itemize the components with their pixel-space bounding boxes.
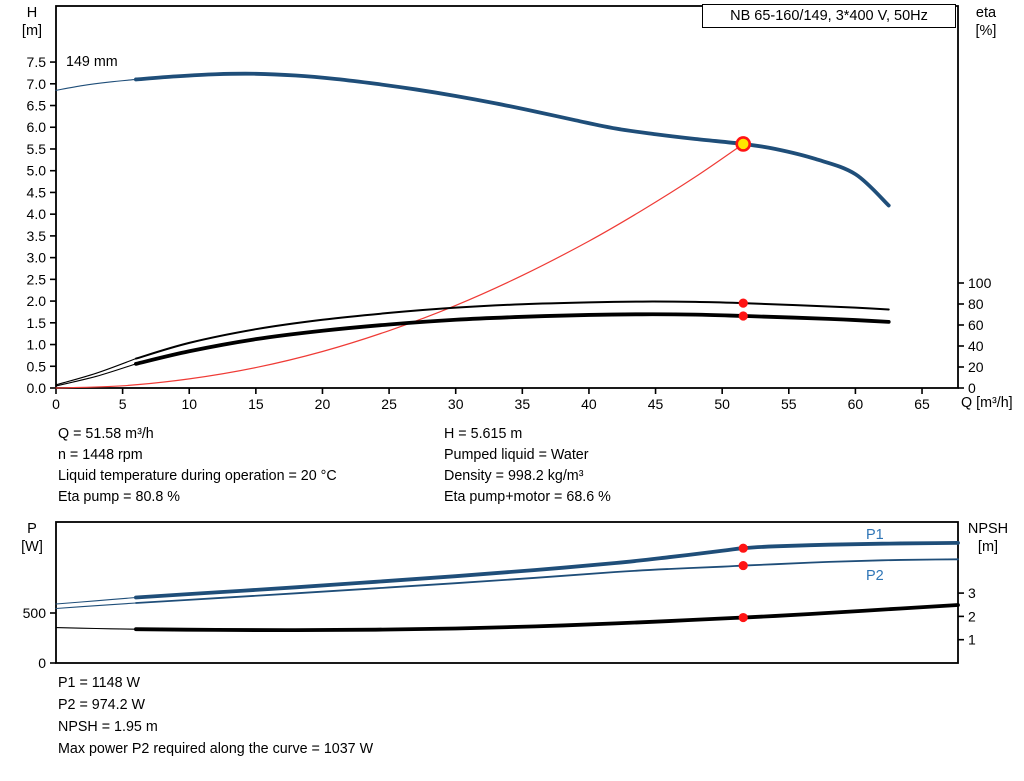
h-axis-unit: [m]: [21, 23, 43, 39]
series-npsh: [134, 603, 960, 633]
tick-label: 40: [581, 396, 597, 412]
tick-label: 20: [315, 396, 331, 412]
tick-label: 55: [781, 396, 797, 412]
h-axis-title: H [m]: [8, 4, 56, 40]
tick-label: 2.0: [27, 293, 47, 309]
info-density: Density = 998.2 kg/m³: [444, 468, 584, 484]
series-eta-pump-motor-lead: [55, 363, 137, 387]
tick-label: 35: [515, 396, 531, 412]
tick-label: 25: [381, 396, 397, 412]
series-p2: [135, 558, 959, 604]
tick-label: 45: [648, 396, 664, 412]
tick-label: 0: [968, 380, 976, 396]
tick-label: 0.0: [27, 380, 47, 396]
operating-point-dot: [738, 311, 748, 321]
plot-border: [55, 5, 959, 389]
p-axis-symbol: P: [27, 521, 37, 537]
tick-label: 65: [914, 396, 930, 412]
tick-label: 7.0: [27, 76, 47, 92]
tick-label: 2: [968, 608, 976, 624]
info-speed: n = 1448 rpm: [58, 447, 143, 463]
power-npsh-chart[interactable]: 0 500 1 2 3: [0, 516, 1024, 668]
result-npsh: NPSH = 1.95 m: [58, 719, 158, 735]
tick-label: 10: [181, 396, 197, 412]
result-p2-max: Max power P2 required along the curve = …: [58, 741, 374, 757]
tick-label: 2.5: [27, 271, 47, 287]
tick-label: 5.0: [27, 163, 47, 179]
tick-label: 3.0: [27, 250, 47, 266]
h-q-chart[interactable]: 0.0 0.5 1.0 1.5 2.0 2.5 3.0 3.5 4.0 4.5 5.0 5.5 6.0 6…: [0, 0, 1024, 414]
tick-label: 3.5: [27, 228, 47, 244]
duty-info-right: H = 5.615 m Pumped liquid = Water Densit…: [444, 424, 611, 508]
tick-label: 6.0: [27, 119, 47, 135]
tick-label: 30: [448, 396, 464, 412]
tick-label: 1.0: [27, 337, 47, 353]
info-eta-pump-motor: Eta pump+motor = 68.6 %: [444, 489, 611, 505]
h-axis-symbol: H: [26, 5, 38, 21]
impeller-diameter-label: 149 mm: [66, 54, 118, 70]
series-eta-pump: [134, 300, 890, 360]
tick-label: 500: [23, 605, 47, 621]
tick-label: 4.5: [27, 184, 47, 200]
npsh-axis-title: NPSH [m]: [960, 520, 1016, 556]
tick-label: 60: [968, 317, 984, 333]
result-p2: P2 = 974.2 W: [58, 697, 146, 713]
info-eta-pump: Eta pump = 80.8 %: [58, 489, 180, 505]
q-axis-title: Q [m³/h]: [961, 395, 1013, 411]
p2-series-label: P2: [866, 568, 884, 584]
tick-label: 6.5: [27, 98, 47, 114]
tick-label: 1: [968, 632, 976, 648]
eta-axis-title: eta [%]: [962, 4, 1010, 40]
pump-title-box: NB 65-160/149, 3*400 V, 50Hz: [702, 4, 956, 28]
series-eta-pump-motor: [134, 312, 891, 366]
series-head-149mm: [134, 71, 891, 208]
series-p1-lead: [55, 596, 137, 605]
eta-axis-symbol: eta: [975, 5, 997, 21]
operating-point-dot: [738, 612, 748, 623]
tick-label: 0: [52, 396, 60, 412]
info-head: H = 5.615 m: [444, 426, 523, 442]
operating-point-dot: [738, 298, 748, 308]
tick-label: 5: [119, 396, 127, 412]
tick-label: 0.5: [27, 358, 47, 374]
tick-label: 20: [968, 359, 984, 375]
info-flow: Q = 51.58 m³/h: [58, 426, 154, 442]
eta-axis-unit: [%]: [975, 23, 997, 39]
npsh-axis-symbol: NPSH: [967, 521, 1009, 537]
series-p2-lead: [55, 602, 137, 610]
results-block: P1 = 1148 W P2 = 974.2 W NPSH = 1.95 m M…: [58, 672, 373, 760]
info-liquid-temperature: Liquid temperature during operation = 20…: [58, 468, 337, 484]
operating-point-dot: [738, 560, 748, 571]
tick-label: 3: [968, 585, 976, 601]
p-axis-unit: [W]: [21, 539, 43, 555]
p-axis-title: P [W]: [8, 520, 56, 556]
tick-label: 100: [968, 275, 992, 291]
tick-label: 15: [248, 396, 264, 412]
npsh-axis-unit: [m]: [977, 539, 999, 555]
result-p1: P1 = 1148 W: [58, 675, 140, 691]
duty-point-marker[interactable]: [735, 136, 752, 152]
tick-label: 4.0: [27, 206, 47, 222]
tick-label: 1.5: [27, 315, 47, 331]
tick-label: 60: [848, 396, 864, 412]
duty-info-left: Q = 51.58 m³/h n = 1448 rpm Liquid tempe…: [58, 424, 337, 508]
series-eta-pump-lead: [55, 358, 137, 386]
tick-label: 7.5: [27, 54, 47, 70]
tick-label: 50: [714, 396, 730, 412]
tick-label: 0: [38, 655, 46, 668]
tick-label: 40: [968, 338, 984, 354]
series-npsh-lead: [55, 627, 137, 630]
series-head-min-flow: [55, 78, 137, 91]
series-p1: [134, 541, 960, 600]
p1-series-label: P1: [866, 527, 884, 543]
tick-label: 5.5: [27, 141, 47, 157]
operating-point-dot: [738, 543, 748, 553]
tick-label: 80: [968, 296, 984, 312]
info-pumped-liquid: Pumped liquid = Water: [444, 447, 589, 463]
